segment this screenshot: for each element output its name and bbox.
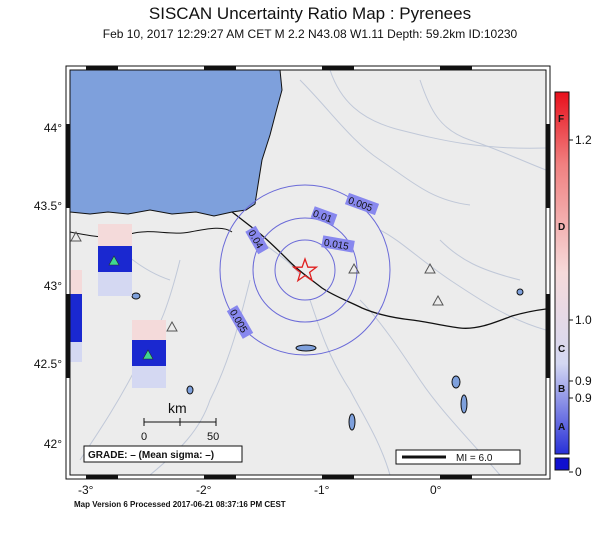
mi-legend-text: MI = 6.0: [456, 453, 493, 464]
lon-tick: -3°: [78, 483, 94, 497]
triangle-icon: [424, 262, 436, 274]
colorbar-value: 1.2: [575, 133, 592, 147]
star-icon: [291, 257, 319, 283]
lon-tick: 0°: [430, 483, 442, 497]
latitude-labels: 44° 43.5° 43° 42.5° 42°: [34, 121, 62, 451]
scale-right-label: 50: [207, 431, 219, 443]
colorbar-value: 0.9: [575, 374, 592, 388]
triangle-icon: [108, 255, 120, 266]
contour-label: 0.015: [323, 238, 350, 253]
colorbar-values: 1.2 1.0 0.9 0.9 0: [575, 133, 592, 479]
scale-unit: km: [168, 400, 187, 416]
longitude-labels: -3° -2° -1° 0°: [78, 483, 442, 497]
lat-tick: 43.5°: [34, 199, 62, 213]
triangle-icon: [348, 262, 360, 274]
border-line: [231, 211, 546, 329]
colorbar-value: 0: [575, 465, 582, 479]
lat-tick: 43°: [44, 279, 62, 293]
scale-left-label: 0: [141, 431, 147, 443]
triangle-icon: [142, 349, 154, 360]
grade-box: [83, 445, 243, 463]
lakes: [131, 288, 524, 431]
grade-label: F: [558, 114, 564, 125]
lon-tick: -2°: [196, 483, 212, 497]
triangle-icon: [432, 294, 444, 306]
processing-footer: Map Version 6 Processed 2017-06-21 08:37…: [74, 500, 286, 509]
grade-label: B: [558, 384, 565, 395]
colorbar-value: 1.0: [575, 313, 592, 327]
scale-bar: km 0 50: [141, 400, 219, 443]
grade-label: D: [558, 222, 565, 233]
lat-tick: 44°: [44, 121, 62, 135]
uncertainty-cells: [70, 224, 166, 388]
event-info: Feb 10, 2017 12:29:27 AM CET M 2.2 N43.0…: [102, 27, 518, 41]
colorbar: F D C B A 1.2 1.0 0.9 0.9 0: [554, 91, 592, 479]
mi-legend-box: [395, 449, 521, 465]
station-triangles: [70, 230, 444, 332]
map-title: SISCAN Uncertainty Ratio Map : Pyrenees: [148, 4, 472, 23]
grade-text: GRADE: – (Mean sigma: –): [88, 450, 214, 461]
contour-labels: 0.005 0.01 0.015 0.04 0.005: [226, 192, 380, 339]
active-stations: [108, 255, 154, 360]
grade-label: C: [558, 344, 565, 355]
grade-label: A: [558, 422, 565, 433]
triangle-icon: [166, 320, 178, 332]
colorbar-value: 0.9: [575, 391, 592, 405]
map-frame: [65, 65, 551, 480]
colorbar-grades: F D C B A: [558, 114, 565, 433]
lat-tick: 42.5°: [34, 357, 62, 371]
lat-tick: 42°: [44, 437, 62, 451]
triangle-icon: [70, 230, 82, 242]
lon-tick: -1°: [314, 483, 330, 497]
sea-area: [70, 70, 283, 217]
